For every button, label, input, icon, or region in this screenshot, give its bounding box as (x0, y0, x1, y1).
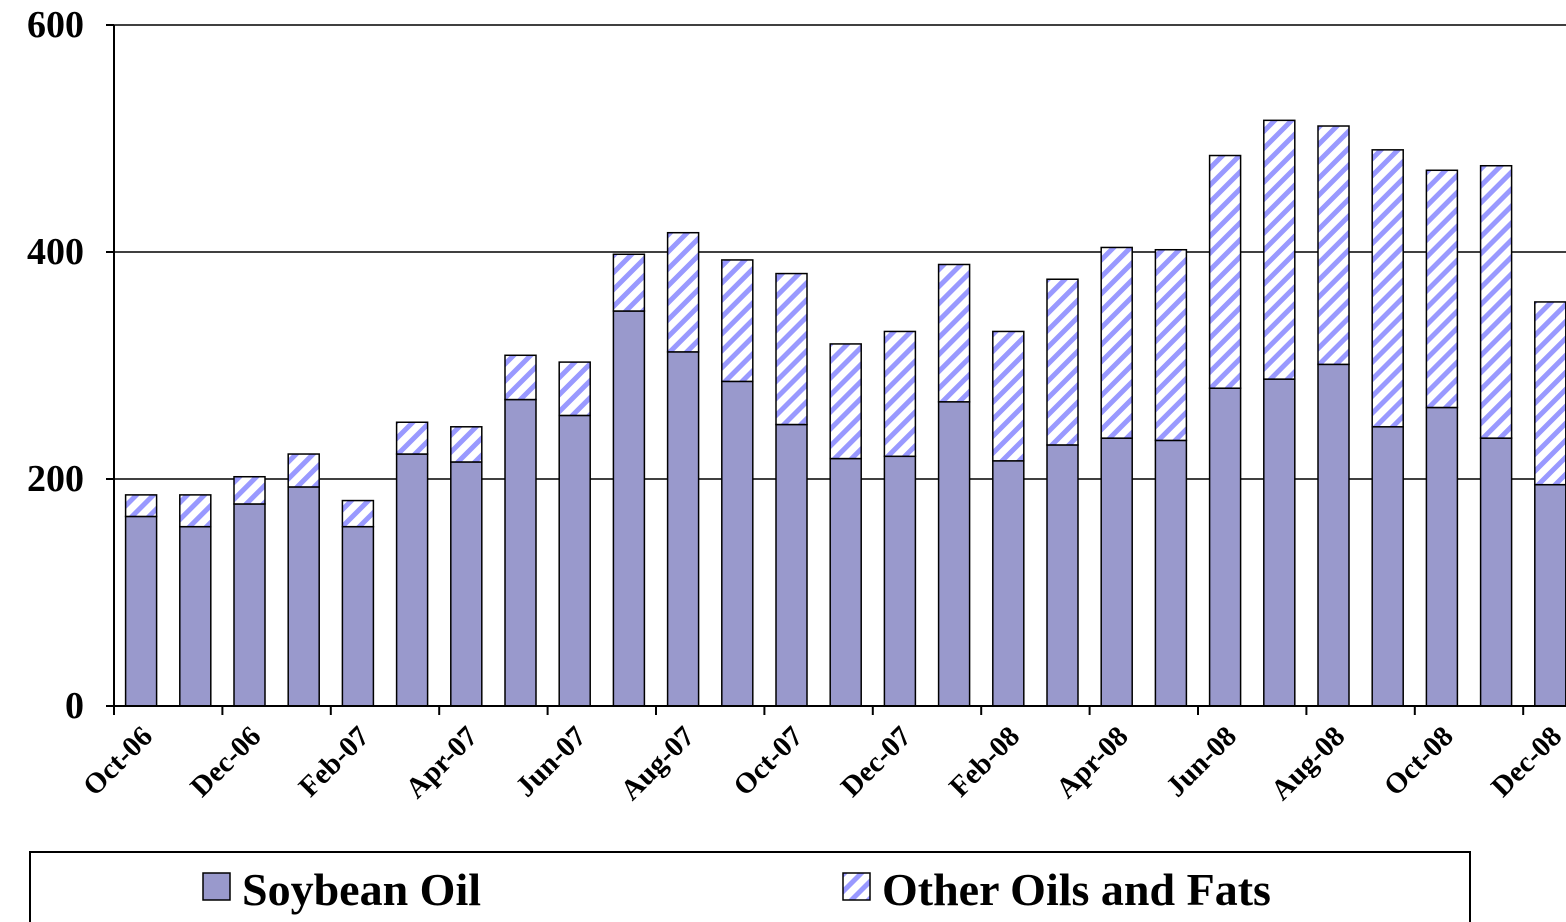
bar-other-oils-and-fats-Nov-07 (829, 343, 862, 460)
x-tick-labels: Oct-06 Dec-06 Feb-07 Apr-07 Jun-07 Aug-07 Oct-… (77, 720, 1566, 806)
bar-soybean-oil-Nov-06 (179, 525, 212, 707)
x-tick-label-Apr-07: Apr-07 (400, 720, 485, 805)
bar-other-oils-and-fats-Oct-08 (1425, 169, 1459, 409)
bar-other-oils-and-fats-Jul-07 (612, 253, 646, 312)
bar-soybean-oil-Feb-07 (341, 525, 375, 707)
bar-soybean-oil-Jun-07 (558, 414, 591, 707)
bar-soybean-oil-Dec-08 (1534, 483, 1566, 707)
bar-other-oils-and-fats-May-08 (1154, 248, 1188, 442)
bar-soybean-oil-Apr-07 (450, 461, 483, 707)
bar-soybean-oil-Sep-07 (721, 380, 754, 707)
bar-soybean-oil-Mar-07 (395, 453, 429, 707)
bar-other-oils-and-fats-Oct-07 (775, 272, 808, 426)
legend-swatch-other-oils-and-fats (842, 872, 871, 901)
x-tick-label-Dec-06: Dec-06 (184, 720, 267, 803)
bar-soybean-oil-Oct-08 (1425, 406, 1459, 707)
x-tick-label-Jun-08: Jun-08 (1160, 720, 1243, 803)
x-tick-label-Aug-08: Aug-08 (1265, 720, 1351, 806)
bar-soybean-oil-Nov-07 (829, 457, 862, 707)
bar-soybean-oil-May-07 (504, 398, 537, 707)
axes (106, 24, 1566, 715)
bar-soybean-oil-Nov-08 (1479, 437, 1513, 707)
bar-other-oils-and-fats-Aug-07 (666, 231, 700, 353)
bar-other-oils-and-fats-Sep-08 (1371, 149, 1404, 428)
bar-other-oils-and-fats-May-07 (504, 354, 537, 401)
legend-label-soybean-oil: Soybean Oil (242, 864, 481, 915)
bar-soybean-oil-Oct-06 (124, 515, 158, 707)
bar-other-oils-and-fats-Mar-07 (395, 421, 429, 455)
y-tick-label-400: 400 (27, 231, 84, 273)
bar-other-oils-and-fats-Apr-07 (450, 426, 483, 463)
bar-soybean-oil-Oct-07 (775, 423, 808, 707)
bar-soybean-oil-Mar-08 (1046, 444, 1079, 707)
x-tick-label-Oct-06: Oct-06 (77, 720, 159, 802)
legend-swatch-soybean-oil (202, 872, 231, 901)
bar-soybean-oil-Jul-08 (1263, 378, 1296, 707)
y-tick-label-0: 0 (65, 685, 84, 727)
bar-soybean-oil-Apr-08 (1100, 437, 1133, 707)
bar-soybean-oil-Jun-08 (1208, 387, 1242, 707)
bar-other-oils-and-fats-Nov-06 (179, 494, 212, 528)
x-tick-label-Aug-07: Aug-07 (615, 720, 701, 806)
bar-other-oils-and-fats-Dec-07 (883, 330, 917, 458)
bar-other-oils-and-fats-Feb-07 (341, 499, 375, 528)
bar-soybean-oil-Dec-07 (883, 455, 917, 707)
bar-other-oils-and-fats-Jul-08 (1263, 119, 1296, 380)
bar-other-oils-and-fats-Feb-08 (992, 330, 1025, 462)
y-tick-labels: 0 200 400 600 (27, 4, 84, 727)
x-tick-label-Feb-07: Feb-07 (293, 720, 376, 803)
x-tick-label-Oct-07: Oct-07 (728, 720, 810, 802)
bar-soybean-oil-Feb-08 (992, 460, 1025, 707)
legend-box (29, 851, 1471, 922)
y-tick-label-600: 600 (27, 4, 84, 46)
bar-soybean-oil-Jul-07 (612, 310, 646, 707)
bar-soybean-oil-Aug-08 (1317, 363, 1350, 707)
x-tick-label-Jun-07: Jun-07 (510, 720, 593, 803)
x-tick-label-Oct-08: Oct-08 (1378, 720, 1460, 802)
bar-other-oils-and-fats-Jun-07 (558, 361, 591, 417)
bar-other-oils-and-fats-Sep-07 (721, 259, 754, 383)
bar-soybean-oil-Dec-06 (233, 503, 266, 707)
legend: Soybean Oil Other Oils and Fats (29, 851, 1471, 922)
bars (124, 119, 1566, 707)
bar-other-oils-and-fats-Dec-08 (1534, 301, 1566, 486)
bar-soybean-oil-May-08 (1154, 439, 1188, 707)
x-tick-label-Dec-07: Dec-07 (835, 720, 918, 803)
bar-soybean-oil-Sep-08 (1371, 426, 1404, 707)
x-tick-label-Dec-08: Dec-08 (1485, 720, 1566, 803)
x-tick-label-Feb-08: Feb-08 (943, 720, 1026, 803)
bar-other-oils-and-fats-Jan-07 (287, 453, 320, 488)
bar-other-oils-and-fats-Jun-08 (1208, 154, 1242, 389)
bar-other-oils-and-fats-Apr-08 (1100, 246, 1133, 439)
bar-other-oils-and-fats-Aug-08 (1317, 125, 1350, 366)
bar-other-oils-and-fats-Dec-06 (233, 475, 266, 505)
bar-other-oils-and-fats-Mar-08 (1046, 278, 1079, 446)
bar-other-oils-and-fats-Nov-08 (1479, 164, 1513, 439)
y-tick-label-200: 200 (27, 458, 84, 500)
legend-label-other-oils-and-fats: Other Oils and Fats (882, 864, 1271, 915)
bar-soybean-oil-Aug-07 (666, 351, 700, 707)
x-tick-label-Apr-08: Apr-08 (1050, 720, 1135, 805)
bar-other-oils-and-fats-Oct-06 (124, 494, 158, 518)
bar-other-oils-and-fats-Jan-08 (937, 263, 971, 403)
bar-soybean-oil-Jan-07 (287, 486, 320, 707)
bar-soybean-oil-Jan-08 (937, 401, 971, 707)
